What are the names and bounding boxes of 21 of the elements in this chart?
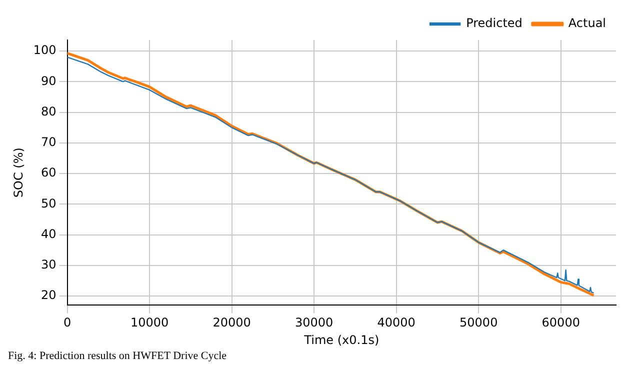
y-tick-label: 30 (41, 258, 56, 272)
x-tick-label: 40000 (377, 316, 416, 330)
caption: Fig. 4: Prediction results on HWFET Drive Cycle (8, 350, 228, 362)
y-tick-label: 20 (41, 288, 56, 302)
legend-label: Predicted (466, 16, 522, 30)
x-tick-label: 20000 (212, 316, 251, 330)
y-tick-label: 50 (41, 196, 56, 210)
y-tick-label: 60 (41, 166, 56, 180)
y-tick-label: 70 (41, 135, 56, 150)
x-tick-label: 0 (63, 316, 72, 330)
y-tick-label: 40 (41, 226, 56, 241)
legend-label: Actual (568, 16, 606, 30)
y-tick-label: 90 (41, 74, 56, 88)
x-axis-title: Time (x0.1s) (303, 332, 380, 347)
x-tick-label: 60000 (542, 316, 580, 330)
y-tick-label: 100 (33, 43, 56, 58)
x-tick-label: 50000 (460, 316, 498, 330)
y-tick-label: 80 (41, 104, 56, 118)
y-axis-title: SOC (%) (11, 148, 26, 198)
x-tick-label: 30000 (295, 316, 334, 330)
x-tick-label: 10000 (130, 316, 169, 330)
